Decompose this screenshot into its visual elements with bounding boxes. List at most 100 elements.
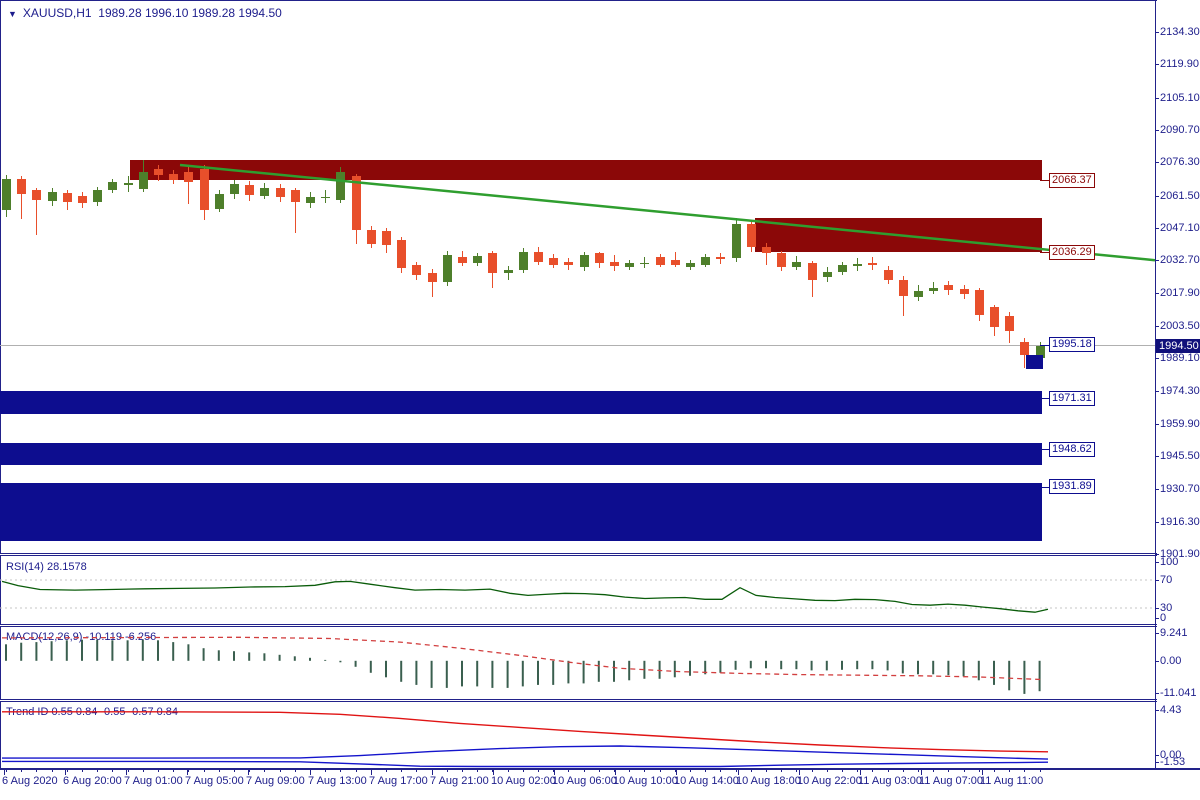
- time-minor-tick: [446, 770, 448, 772]
- price-axis-tick: [1155, 293, 1159, 295]
- supply-zone-2[interactable]: [755, 218, 1042, 253]
- time-axis-label: 7 Aug 01:00: [124, 775, 183, 787]
- time-minor-tick: [826, 770, 828, 772]
- price-callout[interactable]: 1971.31: [1049, 390, 1095, 406]
- price-callout[interactable]: 1931.89: [1049, 479, 1095, 495]
- candle-bear: [944, 285, 954, 290]
- candle-bear: [62, 193, 72, 203]
- candle-bull: [2, 178, 11, 211]
- price-callout[interactable]: 1948.62: [1049, 441, 1095, 457]
- price-callout[interactable]: 1995.18: [1049, 337, 1095, 352]
- candle-bull: [792, 261, 802, 267]
- price-axis-tick: [1155, 489, 1159, 491]
- time-minor-tick: [781, 770, 783, 772]
- candle-bear: [1005, 315, 1015, 332]
- candle-bull: [640, 262, 650, 265]
- price-axis-label: 2119.90: [1160, 58, 1199, 71]
- candle-bear: [670, 259, 680, 266]
- time-minor-tick: [811, 770, 813, 772]
- symbol-dropdown-icon[interactable]: ▼: [8, 9, 17, 19]
- time-axis[interactable]: 6 Aug 2020 6 Aug 20:00 7 Aug 01:00 7 Aug 05…: [0, 768, 1200, 800]
- candle-bear: [458, 257, 467, 263]
- time-axis-label: 7 Aug 17:00: [369, 775, 428, 787]
- chart-plot-area[interactable]: ▼ XAUUSD,H1 1989.28 1996.10 1989.28 1994.…: [0, 0, 1157, 768]
- supply-zone-1[interactable]: [130, 160, 1042, 181]
- time-minor-tick: [294, 770, 296, 772]
- pane-separator-rsi-macd[interactable]: [0, 624, 1157, 627]
- time-axis-label: 10 Aug 18:00: [736, 775, 801, 787]
- time-minor-tick: [66, 770, 68, 772]
- trend-id-indicator-label: Trend ID 0.55 0.84 -0.55 -0.57 0.84: [6, 706, 179, 718]
- current-price-tag: 1994.50: [1156, 339, 1200, 353]
- pane-separator-main-rsi[interactable]: [0, 553, 1157, 556]
- time-axis-label: 10 Aug 14:00: [674, 775, 739, 787]
- candle-bull: [93, 189, 103, 203]
- price-axis-label: 2090.70: [1160, 123, 1200, 136]
- time-minor-tick: [994, 770, 995, 772]
- time-minor-tick: [340, 770, 342, 772]
- time-major-tick: [921, 770, 922, 775]
- time-minor-tick: [644, 770, 646, 772]
- macd-axis-tick: [1155, 660, 1159, 662]
- time-minor-tick: [720, 770, 722, 772]
- time-minor-tick: [735, 770, 737, 772]
- time-major-tick: [432, 770, 433, 775]
- demand-zone-3[interactable]: [0, 483, 1042, 542]
- candle-bear: [382, 231, 391, 245]
- time-minor-tick: [112, 770, 114, 772]
- time-minor-tick: [522, 770, 524, 772]
- candle-bear: [883, 269, 893, 280]
- price-axis-label: 2017.90: [1160, 287, 1200, 300]
- time-minor-tick: [583, 770, 585, 772]
- price-axis-border: [1155, 0, 1156, 768]
- trend-axis-tick: [1155, 710, 1159, 711]
- time-minor-tick: [538, 770, 539, 772]
- price-axis-label: 1974.30: [1160, 385, 1200, 398]
- time-minor-tick: [857, 770, 859, 772]
- price-axis-tick: [1155, 129, 1159, 131]
- price-axis-tick: [1155, 227, 1159, 229]
- time-minor-tick: [386, 770, 387, 772]
- candle-bull: [214, 194, 224, 209]
- price-axis-label: 2134.30: [1160, 26, 1200, 38]
- price-callout[interactable]: 2036.29: [1049, 244, 1095, 260]
- candle-bear: [898, 279, 908, 297]
- time-major-tick: [799, 770, 800, 775]
- rsi-axis-tick: [1155, 562, 1159, 563]
- rsi-axis-tick: [1155, 580, 1159, 581]
- callout-connector: [1040, 449, 1049, 451]
- macd-indicator-label: MACD(12,26,9) -10.119 -6.256: [6, 631, 157, 643]
- macd-axis-label: 9.241: [1160, 627, 1188, 639]
- candle-bear: [199, 168, 209, 211]
- time-minor-tick: [1009, 770, 1011, 772]
- price-axis-label: 1959.90: [1160, 417, 1200, 430]
- time-minor-tick: [872, 770, 874, 772]
- candle-bear: [78, 195, 87, 204]
- price-alert-line[interactable]: [0, 344, 1155, 346]
- candle-bear: [762, 246, 771, 254]
- callout-connector: [1040, 486, 1049, 488]
- time-minor-tick: [127, 770, 129, 772]
- candle-bear: [169, 174, 179, 180]
- time-minor-tick: [477, 770, 479, 772]
- candle-bear: [610, 261, 619, 267]
- time-major-tick: [187, 770, 188, 775]
- time-minor-tick: [36, 770, 38, 772]
- time-minor-tick: [614, 770, 615, 772]
- time-axis-label: 7 Aug 05:00: [185, 775, 244, 787]
- candle-bear: [351, 176, 361, 231]
- price-callout[interactable]: 2068.37: [1049, 172, 1095, 188]
- time-axis-label: 11 Aug 07:00: [919, 775, 984, 787]
- demand-zone-1[interactable]: [0, 391, 1042, 415]
- price-axis-tick: [1155, 521, 1159, 523]
- candle-bear: [184, 171, 194, 182]
- demand-zone-2[interactable]: [0, 443, 1042, 465]
- time-minor-tick: [507, 770, 509, 772]
- rsi-axis-label: 30: [1160, 602, 1173, 614]
- price-axis-tick: [1155, 456, 1159, 458]
- pane-separator-macd-trend[interactable]: [0, 699, 1157, 702]
- time-minor-tick: [598, 770, 600, 772]
- rsi-axis-label: 100: [1160, 556, 1179, 568]
- trend-axis-label: -1.53: [1160, 756, 1186, 768]
- demand-box-recent[interactable]: [1026, 355, 1043, 369]
